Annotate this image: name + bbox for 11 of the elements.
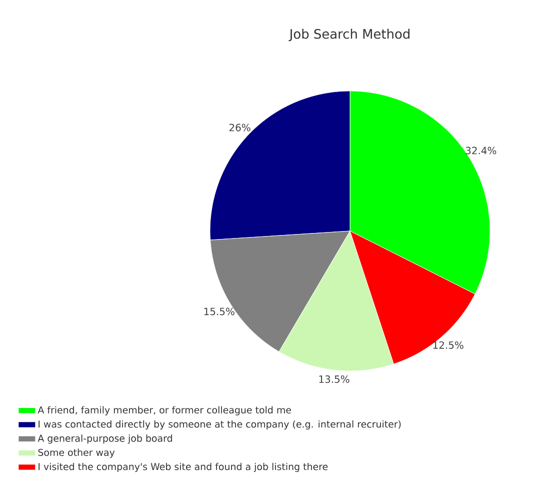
data-label: 32.4% bbox=[466, 146, 496, 154]
legend-label: I visited the company's Web site and found a job listing there bbox=[38, 462, 328, 472]
legend-label: A general-purpose job board bbox=[38, 434, 172, 444]
data-label: 26% bbox=[229, 124, 250, 132]
data-label: 15.5% bbox=[204, 308, 234, 316]
chart-title: Job Search Method bbox=[288, 28, 410, 42]
legend-label: I was contacted directly by someone at the company (e.g. internal recruiter) bbox=[38, 420, 401, 430]
data-label: 13.5% bbox=[319, 375, 350, 383]
legend-label: Some other way bbox=[38, 448, 115, 458]
data-label: 12.5% bbox=[433, 341, 464, 349]
legend-label: A friend, family member, or former colleague told me bbox=[38, 406, 291, 416]
